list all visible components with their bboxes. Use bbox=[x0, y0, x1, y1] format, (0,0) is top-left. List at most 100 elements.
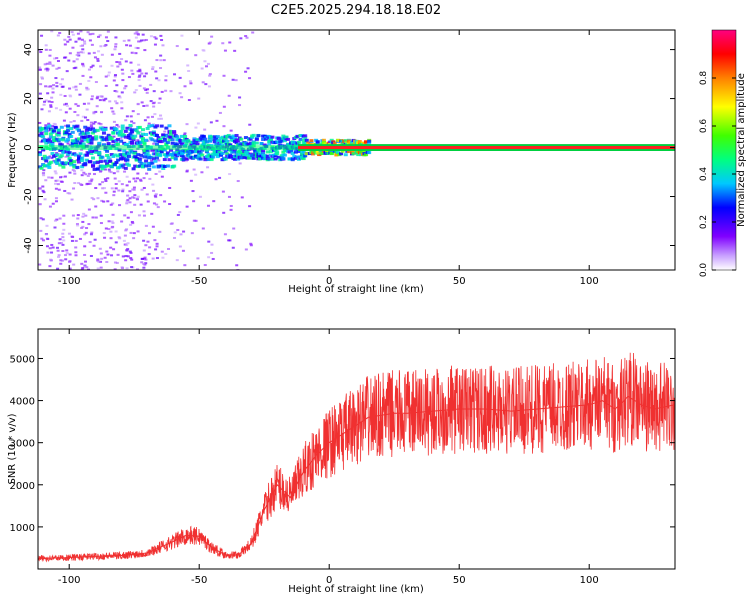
heatmap-cell bbox=[67, 232, 71, 235]
heatmap-cell bbox=[64, 155, 68, 158]
heatmap-cell bbox=[113, 74, 117, 77]
heatmap-cell bbox=[50, 101, 54, 104]
heatmap-cell bbox=[136, 113, 140, 116]
heatmap-cell bbox=[203, 137, 208, 141]
heatmap-cell bbox=[89, 141, 94, 145]
heatmap-cell bbox=[58, 217, 62, 220]
colorbar-tick-label: 0.2 bbox=[699, 215, 709, 229]
heatmap-cell bbox=[113, 261, 117, 264]
heatmap-cell bbox=[126, 198, 130, 201]
heatmap-cell bbox=[190, 150, 195, 154]
heatmap-cell bbox=[109, 237, 113, 240]
heatmap-cell bbox=[138, 131, 142, 134]
heatmap-cell bbox=[89, 66, 93, 69]
heatmap-cell bbox=[76, 114, 80, 117]
heatmap-cell bbox=[239, 156, 244, 160]
heatmap-cell bbox=[130, 266, 134, 269]
heatmap-cell bbox=[53, 226, 57, 229]
heatmap-cell bbox=[62, 119, 66, 122]
heatmap-cell bbox=[257, 152, 262, 156]
heatmap-cell bbox=[275, 152, 280, 156]
heatmap-cell bbox=[39, 51, 43, 54]
heatmap-cell bbox=[239, 137, 244, 141]
heatmap-cell bbox=[101, 187, 105, 190]
heatmap-cell bbox=[194, 173, 198, 176]
heatmap-cell bbox=[195, 138, 200, 142]
heatmap-cell bbox=[80, 174, 84, 177]
heatmap-cell bbox=[120, 58, 124, 61]
heatmap-cell bbox=[158, 230, 162, 233]
heatmap-cell bbox=[55, 81, 59, 84]
colorbar-tick-label: 0.8 bbox=[699, 71, 709, 86]
heatmap-cell bbox=[76, 217, 80, 220]
heatmap-cell bbox=[56, 183, 60, 186]
heatmap-cell bbox=[67, 59, 71, 62]
heatmap-cell bbox=[74, 40, 78, 43]
heatmap-cell bbox=[141, 33, 145, 36]
heatmap-cell bbox=[281, 134, 286, 138]
heatmap-cell bbox=[120, 220, 124, 223]
heatmap-cell bbox=[238, 104, 242, 107]
heatmap-cell bbox=[114, 187, 118, 190]
heatmap-cell bbox=[42, 169, 46, 172]
heatmap-cell bbox=[51, 202, 55, 205]
heatmap-cell bbox=[169, 222, 173, 225]
heatmap-cell bbox=[159, 124, 164, 128]
heatmap-cell bbox=[292, 140, 297, 144]
heatmap-cell bbox=[69, 95, 73, 98]
heatmap-cell bbox=[105, 136, 110, 140]
heatmap-cell bbox=[138, 84, 142, 87]
heatmap-cell bbox=[58, 163, 63, 167]
x-tick-label: 100 bbox=[580, 575, 599, 586]
heatmap-cell bbox=[140, 101, 144, 104]
heatmap-cell bbox=[136, 139, 140, 142]
heatmap-cell bbox=[87, 79, 91, 82]
heatmap-cell bbox=[186, 64, 190, 67]
spectrogram-panel: -100 -50 0 50 100 -40 -20 0 20 40 Height of stra… bbox=[7, 29, 676, 295]
heatmap-cell bbox=[63, 38, 67, 41]
heatmap-cell bbox=[209, 135, 214, 139]
heatmap-cell bbox=[172, 151, 177, 155]
heatmap-cell bbox=[127, 76, 131, 79]
heatmap-cell bbox=[172, 164, 177, 168]
heatmap-cell bbox=[130, 51, 134, 54]
heatmap-cell bbox=[146, 240, 150, 243]
heatmap-cell bbox=[140, 188, 144, 191]
heatmap-cell bbox=[109, 246, 113, 249]
heatmap-cell bbox=[140, 257, 144, 260]
x-tick-label: -100 bbox=[58, 276, 81, 287]
heatmap-cell bbox=[78, 141, 83, 145]
heatmap-cell bbox=[151, 102, 155, 105]
heatmap-cell bbox=[90, 95, 94, 98]
heatmap-cell bbox=[303, 141, 308, 145]
heatmap-cell bbox=[38, 263, 42, 266]
heatmap-cell bbox=[133, 134, 138, 138]
heatmap-cell bbox=[42, 191, 46, 194]
heatmap-cell bbox=[75, 127, 80, 131]
heatmap-cell bbox=[312, 149, 317, 153]
heatmap-cell bbox=[189, 179, 193, 182]
heatmap-cell bbox=[215, 135, 220, 139]
heatmap-cell bbox=[123, 154, 128, 158]
heatmap-cell bbox=[318, 149, 323, 153]
heatmap-cell bbox=[179, 233, 183, 236]
heatmap-cell bbox=[298, 137, 303, 141]
heatmap-cell bbox=[165, 140, 170, 144]
heatmap-cell bbox=[113, 100, 117, 103]
heatmap-cell bbox=[236, 153, 241, 157]
heatmap-cell bbox=[99, 45, 103, 48]
heatmap-cell bbox=[196, 257, 200, 260]
heatmap-cell bbox=[107, 168, 111, 171]
heatmap-cell bbox=[49, 105, 53, 108]
heatmap-cell bbox=[134, 129, 139, 133]
heatmap-cell bbox=[130, 134, 135, 138]
x-tick-label: 0 bbox=[326, 276, 332, 287]
heatmap-cell bbox=[185, 48, 189, 51]
heatmap-cell bbox=[156, 136, 161, 140]
heatmap-cell bbox=[155, 59, 159, 62]
heatmap-cell bbox=[146, 200, 150, 203]
heatmap-cell bbox=[148, 232, 152, 235]
heatmap-cell bbox=[99, 252, 103, 255]
heatmap-cell bbox=[178, 139, 183, 143]
heatmap-cell bbox=[109, 203, 113, 206]
